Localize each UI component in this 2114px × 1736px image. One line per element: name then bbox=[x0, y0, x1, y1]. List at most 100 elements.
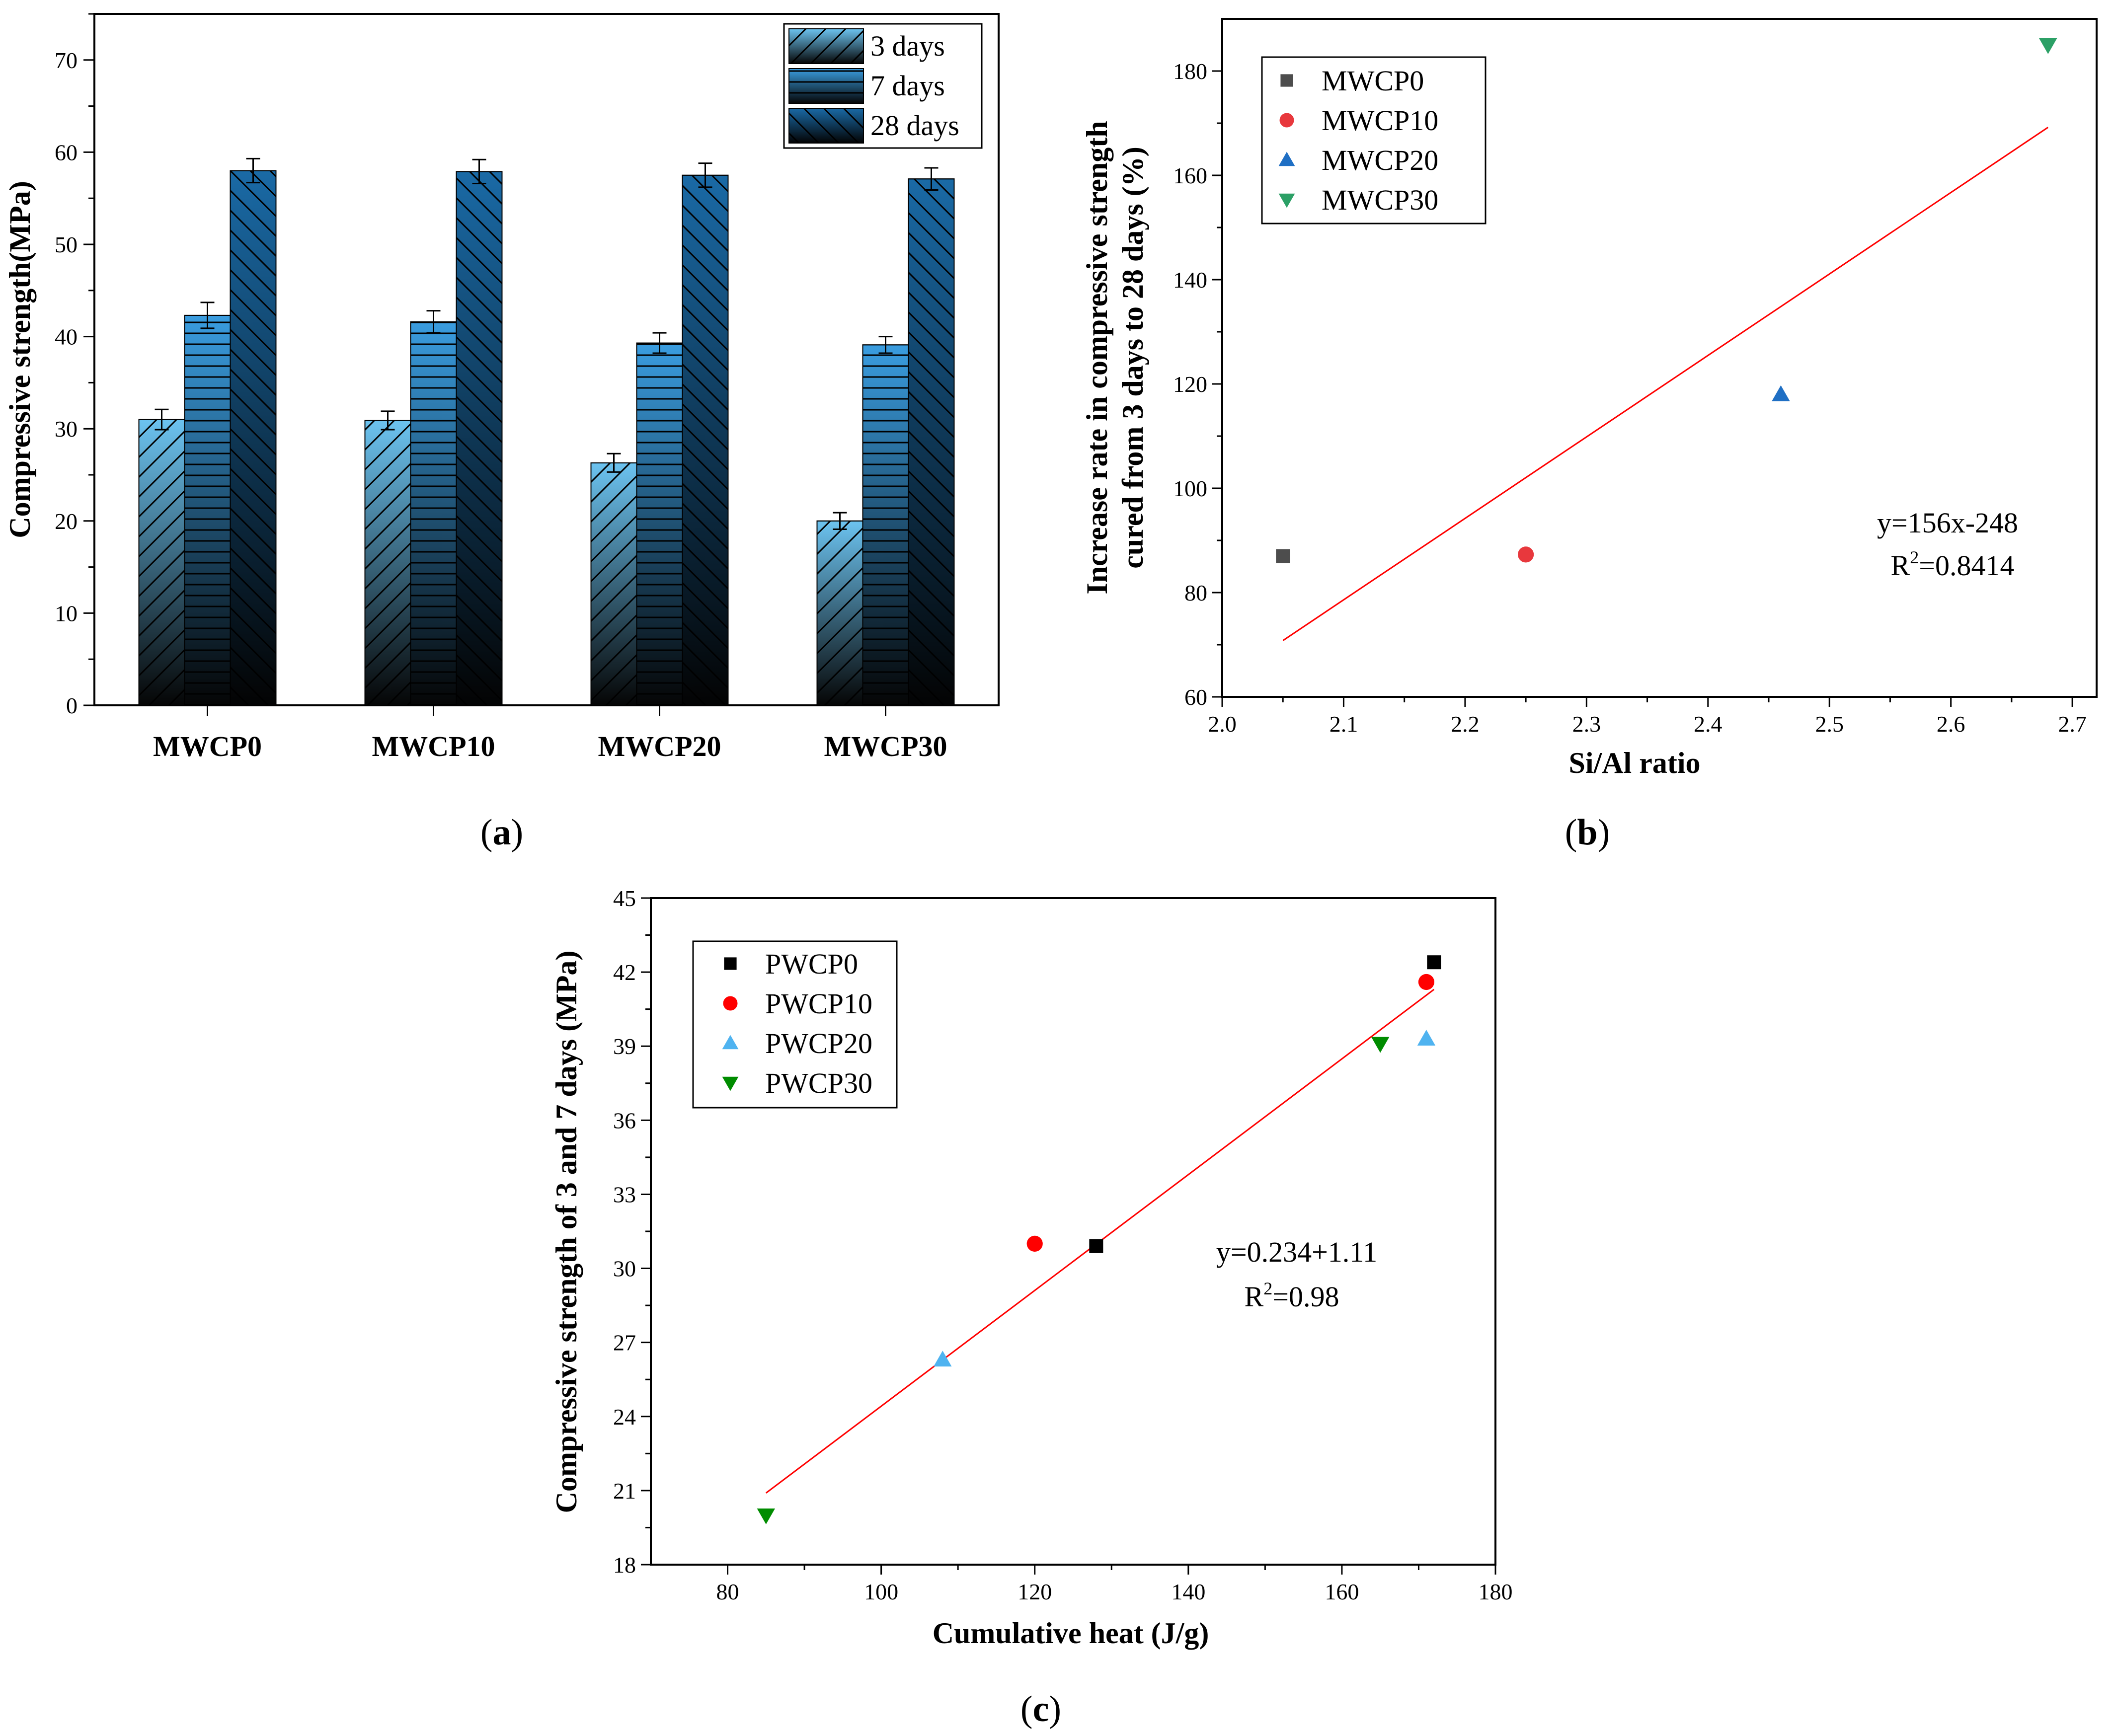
panel-b-x-tick-label: 2.4 bbox=[1694, 711, 1723, 737]
panel-c-y-tick-label: 36 bbox=[613, 1108, 636, 1133]
panel-c-y-tick-label: 45 bbox=[613, 886, 636, 911]
panel-a-bar-hatch bbox=[456, 171, 503, 706]
panel-a-y-tick-label: 60 bbox=[55, 140, 78, 165]
panel-c-y-tick-label: 24 bbox=[613, 1404, 636, 1430]
panel-b-x-tick-label: 2.7 bbox=[2058, 711, 2087, 737]
panel-a-legend-label: 28 days bbox=[870, 109, 959, 142]
panel-c-legend-marker bbox=[722, 1076, 739, 1091]
panel-c-point-PWCP30 bbox=[1371, 1037, 1390, 1053]
panel-b-equation: y=156x-248 bbox=[1877, 507, 2018, 539]
panel-b-point-MWCP20 bbox=[1772, 385, 1790, 401]
panel-c-point-PWCP10 bbox=[1418, 974, 1435, 990]
panel-a-bar-hatch bbox=[816, 520, 863, 706]
panel-c-y-tick-label: 42 bbox=[613, 960, 636, 985]
panel-b-scatter-chart: 2.0 2.1 2.2 2.3 2.4 2.5 2.6 2.7 60 80 100 120 140 160… bbox=[1081, 18, 2098, 853]
panel-b-y-axis-label-line2: cured from 3 days to 28 days (%) bbox=[1116, 147, 1149, 568]
panel-b-y-axis-label-line1: Increase rate in compressive strength bbox=[1081, 121, 1113, 594]
panel-c-point-PWCP20 bbox=[934, 1351, 952, 1367]
panel-b-legend-box bbox=[1261, 56, 1487, 225]
panel-b-legend-label: MWCP30 bbox=[1322, 184, 1438, 216]
panel-c-legend-label: PWCP10 bbox=[765, 987, 872, 1020]
panel-a-bar-hatch bbox=[590, 462, 637, 706]
panel-b-label: (b) bbox=[1565, 812, 1610, 853]
panel-b-legend-label: MWCP0 bbox=[1322, 65, 1424, 97]
panel-b-x-tick-label: 2.3 bbox=[1572, 711, 1601, 737]
panel-a-y-tick-label: 50 bbox=[55, 232, 78, 257]
panel-a-legend: 3 days 7 days 28 days bbox=[783, 23, 983, 149]
panel-b-point-MWCP0 bbox=[1276, 549, 1290, 563]
panel-c-x-tick-label: 160 bbox=[1325, 1579, 1359, 1604]
panel-c-point-PWCP10 bbox=[1026, 1235, 1043, 1252]
panel-c-points bbox=[757, 955, 1441, 1524]
panel-a-axes: 0 10 20 30 40 50 60 70 MWCP0 MWCP10 MWCP20 MWCP30 bbox=[55, 13, 947, 762]
panel-c-y-tick-label: 18 bbox=[613, 1552, 636, 1578]
panel-b-fit-line bbox=[1282, 127, 2049, 641]
panel-a-plot-frame bbox=[93, 13, 1000, 706]
panel-a-bar-hatch bbox=[682, 174, 729, 706]
panel-c-x-tick-label: 140 bbox=[1171, 1579, 1205, 1604]
panel-a-y-tick-label: 30 bbox=[55, 416, 78, 442]
panel-b-y-tick-label: 120 bbox=[1173, 372, 1207, 397]
panel-b-x-tick-label: 2.5 bbox=[1815, 711, 1844, 737]
panel-b-y-tick-label: 60 bbox=[1184, 684, 1207, 710]
panel-c-equation: y=0.234+1.11 bbox=[1216, 1236, 1377, 1268]
panel-a-category-label: MWCP20 bbox=[598, 730, 721, 762]
panel-c-x-tick-label: 80 bbox=[716, 1579, 739, 1604]
panel-c-x-tick-label: 180 bbox=[1479, 1579, 1513, 1604]
panel-a-bar-hatch bbox=[908, 178, 955, 706]
panel-a-legend-label: 7 days bbox=[870, 70, 945, 102]
panel-a-bar-hatch bbox=[184, 314, 231, 706]
panel-b-legend-marker bbox=[1278, 193, 1295, 208]
panel-c-legend-marker bbox=[723, 996, 738, 1011]
panel-a-category-label: MWCP10 bbox=[372, 730, 495, 762]
panel-c-point-PWCP20 bbox=[1417, 1030, 1436, 1046]
panel-c-point-PWCP30 bbox=[757, 1508, 776, 1524]
panel-b-legend: MWCP0 MWCP10 MWCP20 MWCP30 bbox=[1261, 56, 1487, 225]
panel-b-legend-label: MWCP10 bbox=[1322, 104, 1438, 137]
panel-a-category-label: MWCP0 bbox=[153, 730, 262, 762]
panel-c-x-axis-label: Cumulative heat (J/g) bbox=[933, 1617, 1209, 1650]
panel-b-y-tick-label: 180 bbox=[1173, 59, 1207, 84]
panel-b-x-tick-label: 2.0 bbox=[1208, 711, 1237, 737]
panel-b-r-squared: R2=0.8414 bbox=[1891, 547, 2015, 582]
panel-b-y-tick-label: 140 bbox=[1173, 267, 1207, 293]
panel-c-y-tick-label: 21 bbox=[613, 1478, 636, 1504]
panel-b-point-MWCP10 bbox=[1518, 546, 1534, 563]
panel-a-label: (a) bbox=[480, 812, 523, 853]
panel-c-r-squared: R2=0.98 bbox=[1245, 1279, 1339, 1313]
panel-a-legend-swatch-hatch bbox=[788, 28, 864, 64]
panel-a-y-tick-label: 20 bbox=[55, 509, 78, 534]
panel-c-y-tick-label: 39 bbox=[613, 1034, 636, 1059]
panel-a-y-axis-label: Compressive strength(MPa) bbox=[3, 181, 36, 538]
panel-a-bar-hatch bbox=[636, 342, 683, 706]
panel-c-y-tick-label: 33 bbox=[613, 1182, 636, 1207]
panel-c-y-tick-label: 30 bbox=[613, 1256, 636, 1282]
panel-b-x-tick-label: 2.1 bbox=[1330, 711, 1358, 737]
panel-a-category-label: MWCP30 bbox=[824, 730, 947, 762]
panel-b-legend-marker bbox=[1280, 74, 1293, 87]
panel-a-legend-swatch-hatch bbox=[788, 108, 864, 144]
panel-a-bar-hatch bbox=[138, 419, 185, 706]
panel-c-legend-label: PWCP30 bbox=[765, 1067, 872, 1099]
panel-b-points bbox=[1276, 38, 2057, 563]
panel-a-y-tick-label: 0 bbox=[66, 693, 78, 718]
panel-b-point-MWCP30 bbox=[2039, 38, 2057, 54]
panel-a-legend-label: 3 days bbox=[870, 30, 945, 62]
panel-a-y-tick-label: 10 bbox=[55, 601, 78, 626]
panel-b-legend-label: MWCP20 bbox=[1322, 144, 1438, 176]
panel-c-legend-marker bbox=[724, 957, 737, 970]
panel-a-bar-hatch bbox=[364, 420, 411, 706]
panel-c-label: (c) bbox=[1020, 1689, 1061, 1730]
panel-b-y-tick-label: 160 bbox=[1173, 163, 1207, 188]
panel-a-bar-hatch bbox=[410, 321, 457, 706]
panel-c-x-tick-label: 120 bbox=[1018, 1579, 1052, 1604]
panel-a-y-tick-label: 40 bbox=[55, 324, 78, 350]
panel-b-y-tick-label: 100 bbox=[1173, 476, 1207, 501]
panel-c-axes: 80 100 120 140 160 180 18 21 24 27 30 33 36 39 42 45 bbox=[613, 886, 1513, 1604]
panel-b-y-tick-label: 80 bbox=[1184, 580, 1207, 605]
panel-a-bar-hatch bbox=[862, 344, 909, 706]
panel-c-legend-marker bbox=[722, 1035, 739, 1050]
panel-a-legend-swatch-hatch bbox=[788, 68, 864, 104]
panel-a-bar-hatch bbox=[230, 170, 277, 706]
